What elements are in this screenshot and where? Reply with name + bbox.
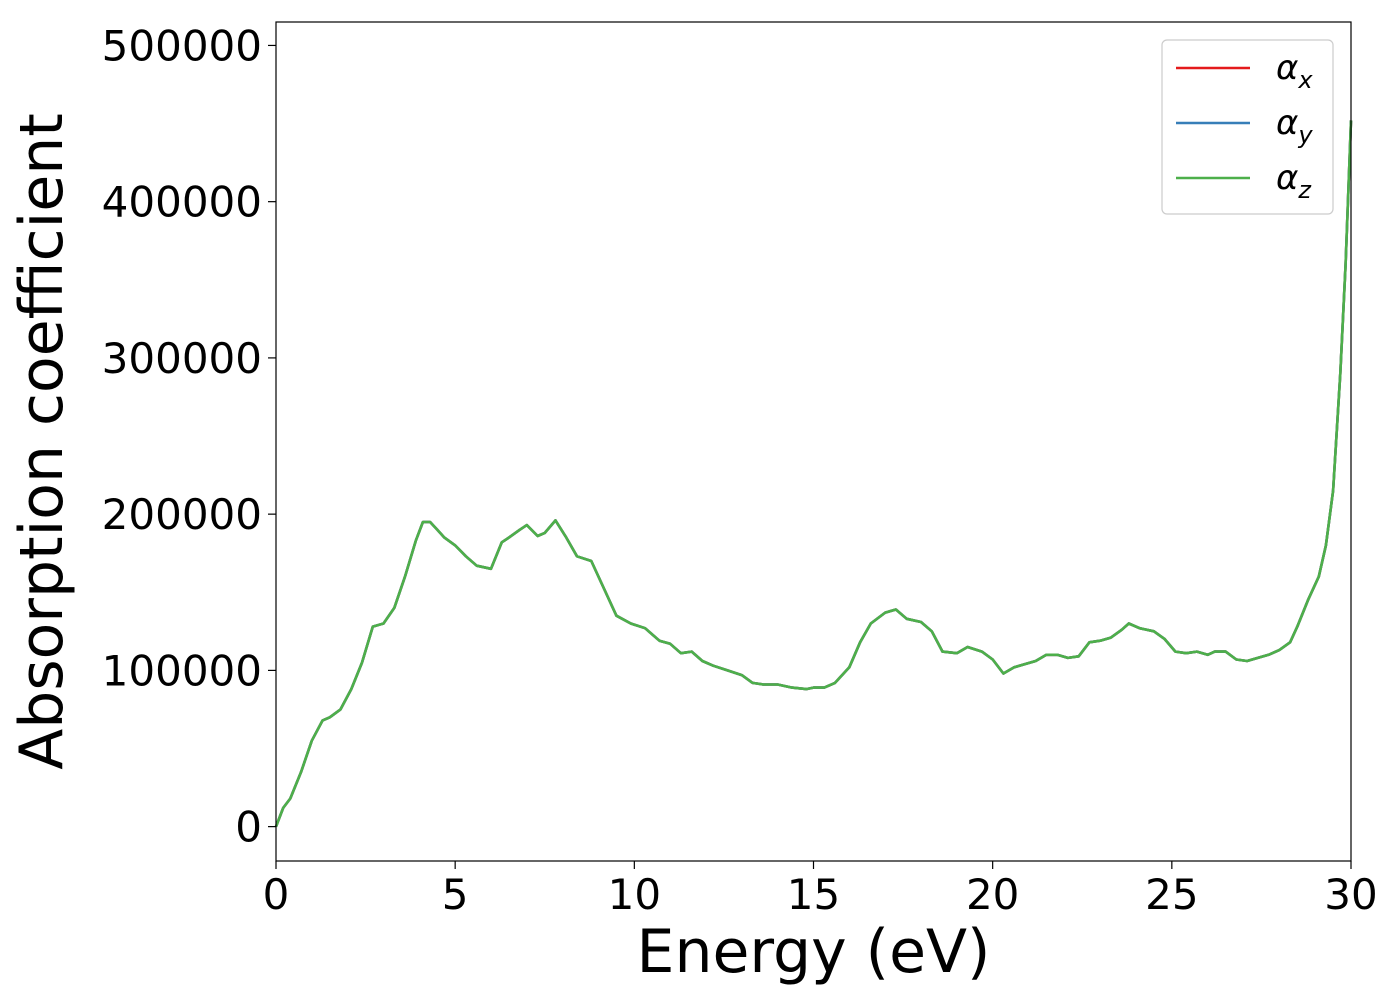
legend-symbol: α <box>1276 103 1298 143</box>
legend-subscript: x <box>1297 66 1313 94</box>
x-tick-label: 25 <box>1145 870 1198 919</box>
x-tick-label: 20 <box>966 870 1019 919</box>
y-tick-label: 400000 <box>102 178 262 227</box>
series-line-alpha-y <box>274 120 1353 828</box>
x-tick-label: 5 <box>442 870 469 919</box>
series-layer <box>274 120 1353 828</box>
legend-symbol: α <box>1276 48 1298 88</box>
legend-label-x: αx <box>1276 48 1313 94</box>
x-axis-ticks: 0 5 10 15 20 25 30 <box>263 861 1378 919</box>
x-axis-label: Energy (eV) <box>637 917 991 987</box>
y-axis-label: Absorption coefficient <box>7 113 77 770</box>
y-tick-label: 200000 <box>102 490 262 539</box>
legend-symbol: α <box>1276 158 1298 198</box>
y-tick-label: 300000 <box>102 334 262 383</box>
legend-box <box>1161 39 1334 215</box>
x-tick-label: 10 <box>608 870 661 919</box>
y-tick-label: 0 <box>235 803 262 852</box>
x-tick-label: 15 <box>787 870 840 919</box>
series-line-alpha-z <box>274 120 1353 828</box>
legend-subscript: z <box>1297 176 1312 204</box>
y-axis-ticks: 0 100000 200000 300000 400000 500000 <box>102 21 276 852</box>
legend-label-y: αy <box>1276 103 1313 149</box>
y-tick-label: 500000 <box>102 21 262 70</box>
legend-subscript: y <box>1297 121 1313 149</box>
x-tick-label: 0 <box>263 870 290 919</box>
legend-label-z: αz <box>1276 158 1312 204</box>
y-tick-label: 100000 <box>102 646 262 695</box>
x-tick-label: 30 <box>1324 870 1377 919</box>
series-line-alpha-x <box>274 120 1353 828</box>
